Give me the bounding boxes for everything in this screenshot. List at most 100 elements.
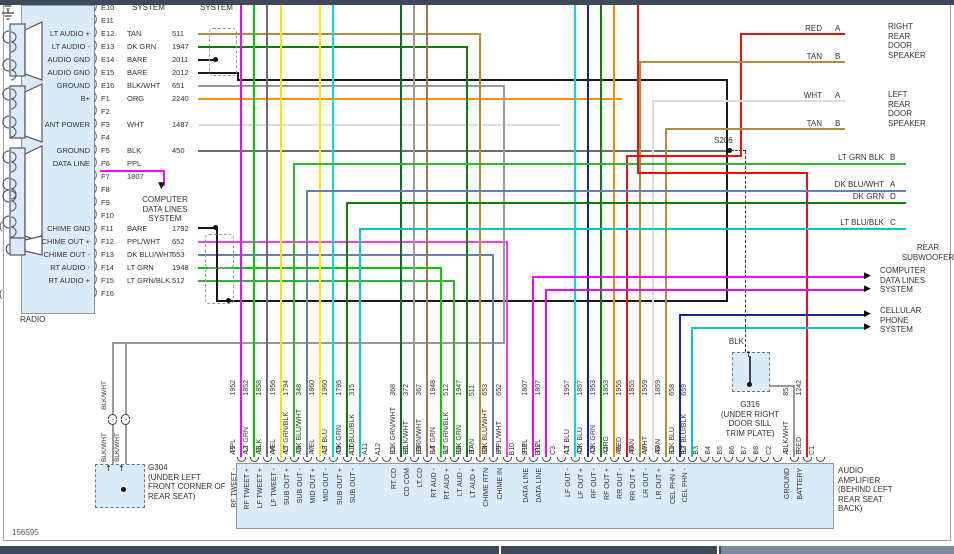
amp-pin-bracket	[516, 457, 525, 462]
label: BLK/WHT	[101, 381, 108, 410]
label: 1959	[642, 380, 649, 396]
wire	[626, 155, 628, 457]
label: )	[94, 196, 98, 207]
label: )	[94, 209, 98, 220]
speaker-wire-name: WHT	[803, 91, 822, 100]
amp-pin-bracket	[623, 457, 632, 462]
label: A11	[362, 443, 369, 455]
label: 1858	[256, 380, 263, 396]
scrollbar-thumb[interactable]	[721, 546, 954, 554]
amp-pin-bracket	[316, 457, 325, 462]
amp-pin-signal: LF OUT -	[565, 468, 572, 498]
amp-pin-bracket	[437, 457, 446, 462]
label: B4	[705, 446, 712, 455]
amp-pin-bracket	[356, 457, 365, 462]
label: 652	[172, 237, 185, 246]
speaker-wire-name: DK GRN	[852, 192, 884, 201]
wire	[100, 170, 163, 172]
amp-pin-signal: SUB OUT -	[297, 468, 304, 504]
label: 1947	[456, 380, 463, 396]
arrow-right-icon: ▶	[864, 284, 871, 294]
label: TAN	[655, 438, 662, 452]
wire	[240, 5, 242, 457]
amp-pin-bracket	[250, 457, 259, 462]
frame-tick: (	[0, 290, 2, 300]
amp-pin-bracket	[712, 457, 721, 462]
label: BLK/WHT	[127, 81, 161, 90]
wire	[679, 314, 681, 457]
wire	[413, 5, 415, 457]
label: E10	[101, 3, 115, 12]
label: LT BLU/BLK	[681, 413, 688, 452]
top-bar	[0, 0, 954, 5]
amp-pin-signal: RF OUT -	[591, 468, 598, 499]
label: 1855	[629, 380, 636, 396]
label: PPL	[522, 438, 529, 452]
radio-label: RADIO	[20, 315, 46, 324]
arrow-up-icon: ↑	[118, 464, 125, 473]
speaker-icon	[0, 144, 50, 244]
label: 1957	[564, 380, 571, 396]
amp-pin-signal: LT AUD -	[457, 468, 464, 497]
wire	[626, 155, 742, 157]
wire-break-icon	[108, 420, 117, 425]
label: 1960	[322, 380, 329, 396]
wire	[752, 385, 795, 387]
radio-pin-function: GROUND	[56, 146, 90, 155]
label: B6	[729, 446, 736, 455]
label: A	[835, 91, 841, 100]
radio-pin-function: DATA LINE	[52, 159, 90, 168]
wire	[453, 280, 455, 457]
label: B	[835, 119, 841, 128]
wire	[400, 5, 402, 457]
label: B7	[741, 446, 748, 455]
label: PPL/WHT	[127, 237, 161, 246]
wire-dashed	[731, 150, 746, 151]
radio-pin-function: CHIME OUT -	[43, 250, 90, 259]
amp-pin-bracket	[410, 457, 419, 462]
label: 315	[349, 384, 356, 396]
label: B	[890, 153, 896, 162]
label: PPL	[230, 438, 237, 452]
speaker-wire-name: TAN	[806, 52, 822, 61]
label: 1859	[655, 380, 662, 396]
arrow-right-icon: ▶	[864, 271, 871, 281]
amp-pin-bracket	[476, 457, 485, 462]
label: LT GRN	[127, 263, 154, 272]
label: F6	[101, 159, 110, 168]
amp-pin-signal: LT CD	[417, 468, 424, 488]
speaker-icon	[0, 82, 50, 144]
label: 1807	[127, 172, 144, 181]
label: LT GRN	[243, 426, 250, 452]
label: BLK/WHT	[114, 433, 121, 462]
label: 1794	[283, 380, 290, 396]
label: TAN	[629, 438, 636, 452]
label: BLK/WHT	[783, 420, 790, 452]
frame-tick: (	[0, 222, 2, 232]
radio-pin-function: GROUND	[56, 81, 90, 90]
amp-pin-bracket	[773, 457, 782, 462]
radio-pin-function: RT AUDIO -	[50, 263, 90, 272]
label: DK GRN	[336, 424, 343, 452]
label: )	[94, 92, 98, 103]
label: F7	[101, 172, 110, 181]
amp-pin-signal: RF TWEET +	[244, 468, 251, 510]
label: )	[94, 170, 98, 181]
label: 659	[681, 384, 688, 396]
amplifier-box	[236, 463, 834, 529]
amp-pin-signal: CEL PHN +	[670, 468, 677, 505]
label: )	[94, 261, 98, 272]
computer-data-lines-note: COMPUTER DATA LINES SYSTEM	[142, 195, 188, 223]
speaker-icon	[0, 20, 50, 82]
wire	[112, 342, 505, 344]
label: C	[890, 218, 896, 227]
label: )	[94, 144, 98, 155]
label: E12	[101, 29, 115, 38]
arrow-up-icon: ↑	[105, 464, 112, 473]
label: E13	[101, 42, 115, 51]
amp-pin-bracket	[700, 457, 709, 462]
amp-pin-bracket	[529, 457, 538, 462]
wire	[679, 314, 866, 316]
amp-pin-signal: LF OUT +	[578, 468, 585, 499]
amp-pin-bracket	[584, 457, 593, 462]
